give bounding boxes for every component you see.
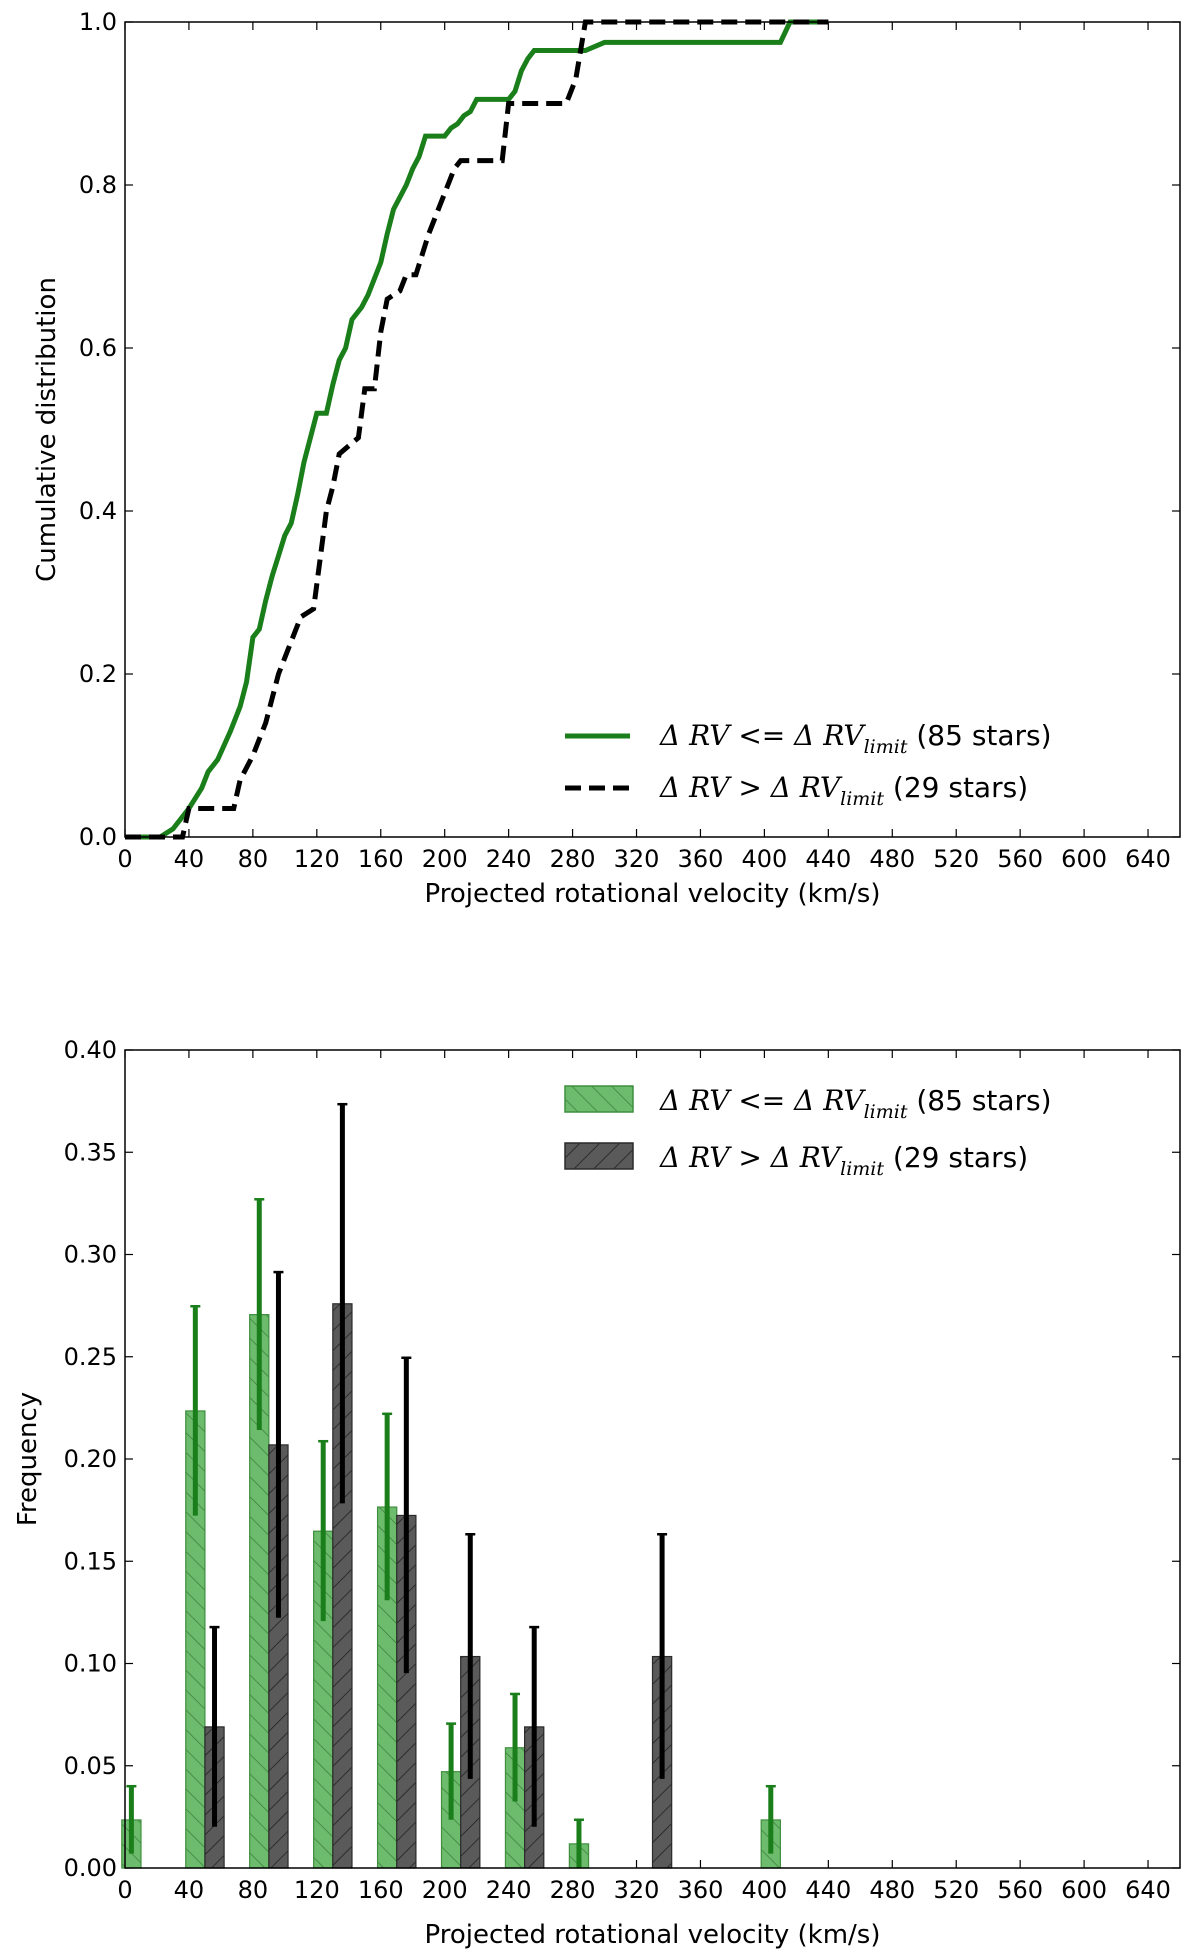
c1-legend-label-0: Δ RV <= Δ RVlimit (85 stars) bbox=[659, 719, 1052, 758]
c2-x-tick-label: 0 bbox=[117, 1876, 132, 1904]
c1-x-axis-title: Projected rotational velocity (km/s) bbox=[425, 879, 881, 909]
c2-x-tick-label: 360 bbox=[678, 1876, 724, 1904]
c2-y-axis-title: Frequency bbox=[13, 1392, 43, 1526]
c2-x-tick-label: 480 bbox=[869, 1876, 915, 1904]
c2-x-tick-label: 280 bbox=[550, 1876, 596, 1904]
c1-y-tick-labels: 0.0 0.2 0.4 0.6 0.8 1.0 bbox=[79, 8, 117, 851]
c1-x-tick-label: 240 bbox=[486, 845, 532, 873]
c2-x-tick-label: 600 bbox=[1061, 1876, 1107, 1904]
legend-subscript-text: limit bbox=[864, 1101, 908, 1123]
c2-x-tick-label: 40 bbox=[174, 1876, 205, 1904]
c2-x-tick-label: 80 bbox=[238, 1876, 269, 1904]
c1-legend: Δ RV <= Δ RVlimit (85 stars)Δ RV > Δ RVl… bbox=[565, 719, 1052, 810]
c1-x-tick-label: 360 bbox=[678, 845, 724, 873]
c2-x-tick-label: 640 bbox=[1125, 1876, 1171, 1904]
c2-legend-label-0: Δ RV <= Δ RVlimit (85 stars) bbox=[659, 1084, 1052, 1123]
c1-x-tick-label: 600 bbox=[1061, 845, 1107, 873]
c2-legend-swatch-1 bbox=[564, 1142, 634, 1170]
c1-x-tick-label: 480 bbox=[869, 845, 915, 873]
c1-x-tick-label: 640 bbox=[1125, 845, 1171, 873]
c1-y-tick-label: 0.2 bbox=[79, 660, 117, 688]
c2-y-tick-label: 0.20 bbox=[64, 1445, 117, 1473]
c1-y-tick-label: 1.0 bbox=[79, 8, 117, 36]
legend-suffix-text: (29 stars) bbox=[884, 1141, 1028, 1174]
legend-subscript-text: limit bbox=[864, 736, 908, 758]
c1-y-axis-title: Cumulative distribution bbox=[32, 277, 62, 582]
c1-ticks bbox=[124, 21, 1180, 838]
cumulative-distribution-chart: 0 40 80 120 160 200 240 280 320 360 400 440 480 520 56… bbox=[32, 8, 1181, 909]
frequency-histogram-chart: 0 40 80 120 160 200 240 280 320 360 400 440 480 520 56… bbox=[13, 1036, 1181, 1950]
legend-suffix-text: (85 stars) bbox=[907, 1084, 1051, 1117]
c1-x-tick-label: 440 bbox=[805, 845, 851, 873]
c2-y-tick-label: 0.30 bbox=[64, 1241, 117, 1269]
legend-subscript-text: limit bbox=[840, 788, 884, 810]
c2-x-tick-label: 240 bbox=[486, 1876, 532, 1904]
c1-plot-frame bbox=[124, 21, 1181, 838]
c1-x-tick-label: 400 bbox=[741, 845, 787, 873]
c1-y-tick-label: 0.4 bbox=[79, 497, 117, 525]
legend-suffix-text: (29 stars) bbox=[884, 771, 1028, 804]
c2-y-tick-label: 0.25 bbox=[64, 1343, 117, 1371]
c1-series-line-1 bbox=[125, 19, 829, 840]
c2-y-tick-label: 0.35 bbox=[64, 1138, 117, 1166]
c2-y-tick-label: 0.15 bbox=[64, 1547, 117, 1575]
legend-main-text: Δ RV > Δ RV bbox=[659, 771, 843, 804]
c1-x-tick-label: 320 bbox=[614, 845, 660, 873]
c2-plot-frame bbox=[124, 1049, 1181, 1869]
c1-legend-label-1: Δ RV > Δ RVlimit (29 stars) bbox=[659, 771, 1028, 810]
c1-x-tick-label: 560 bbox=[997, 845, 1043, 873]
c1-series-lines bbox=[125, 19, 829, 840]
c2-legend-swatch-0 bbox=[564, 1085, 634, 1113]
c2-x-tick-label: 120 bbox=[294, 1876, 340, 1904]
c1-x-tick-label: 280 bbox=[550, 845, 596, 873]
c2-x-tick-labels: 0 40 80 120 160 200 240 280 320 360 400 440 480 520 56… bbox=[117, 1876, 1171, 1904]
c2-y-tick-label: 0.00 bbox=[64, 1854, 117, 1882]
c1-series-line-0 bbox=[125, 19, 829, 840]
c1-y-tick-label: 0.8 bbox=[79, 171, 117, 199]
c1-y-tick-label: 0.0 bbox=[79, 823, 117, 851]
c2-error-bars bbox=[126, 1102, 776, 1868]
c2-x-tick-label: 520 bbox=[933, 1876, 979, 1904]
c1-x-tick-label: 120 bbox=[294, 845, 340, 873]
c2-x-axis-title: Projected rotational velocity (km/s) bbox=[425, 1920, 881, 1950]
legend-suffix-text: (85 stars) bbox=[907, 719, 1051, 752]
c1-x-tick-label: 520 bbox=[933, 845, 979, 873]
c1-x-tick-label: 200 bbox=[422, 845, 468, 873]
legend-main-text: Δ RV <= Δ RV bbox=[659, 1084, 866, 1117]
c1-x-tick-label: 40 bbox=[174, 845, 205, 873]
legend-main-text: Δ RV > Δ RV bbox=[659, 1141, 843, 1174]
c2-x-tick-label: 440 bbox=[805, 1876, 851, 1904]
c2-x-tick-label: 320 bbox=[614, 1876, 660, 1904]
legend-subscript-text: limit bbox=[840, 1158, 884, 1180]
c1-x-tick-label: 0 bbox=[117, 845, 132, 873]
c2-legend-label-1: Δ RV > Δ RVlimit (29 stars) bbox=[659, 1141, 1028, 1180]
c2-x-tick-label: 400 bbox=[741, 1876, 787, 1904]
c2-x-tick-label: 160 bbox=[358, 1876, 404, 1904]
c2-y-tick-labels: 0.00 0.05 0.10 0.15 0.20 0.25 0.30 0.35 0.40 bbox=[64, 1036, 117, 1882]
legend-main-text: Δ RV <= Δ RV bbox=[659, 719, 866, 752]
c2-legend: Δ RV <= Δ RVlimit (85 stars)Δ RV > Δ RVl… bbox=[564, 1084, 1052, 1180]
c1-y-tick-label: 0.6 bbox=[79, 334, 117, 362]
c2-y-tick-label: 0.40 bbox=[64, 1036, 117, 1064]
c2-y-tick-label: 0.10 bbox=[64, 1650, 117, 1678]
c1-x-tick-label: 160 bbox=[358, 845, 404, 873]
c1-x-tick-labels: 0 40 80 120 160 200 240 280 320 360 400 440 480 520 56… bbox=[117, 845, 1171, 873]
c1-x-tick-label: 80 bbox=[238, 845, 269, 873]
c2-x-tick-label: 200 bbox=[422, 1876, 468, 1904]
c2-x-tick-label: 560 bbox=[997, 1876, 1043, 1904]
c2-y-tick-label: 0.05 bbox=[64, 1752, 117, 1780]
